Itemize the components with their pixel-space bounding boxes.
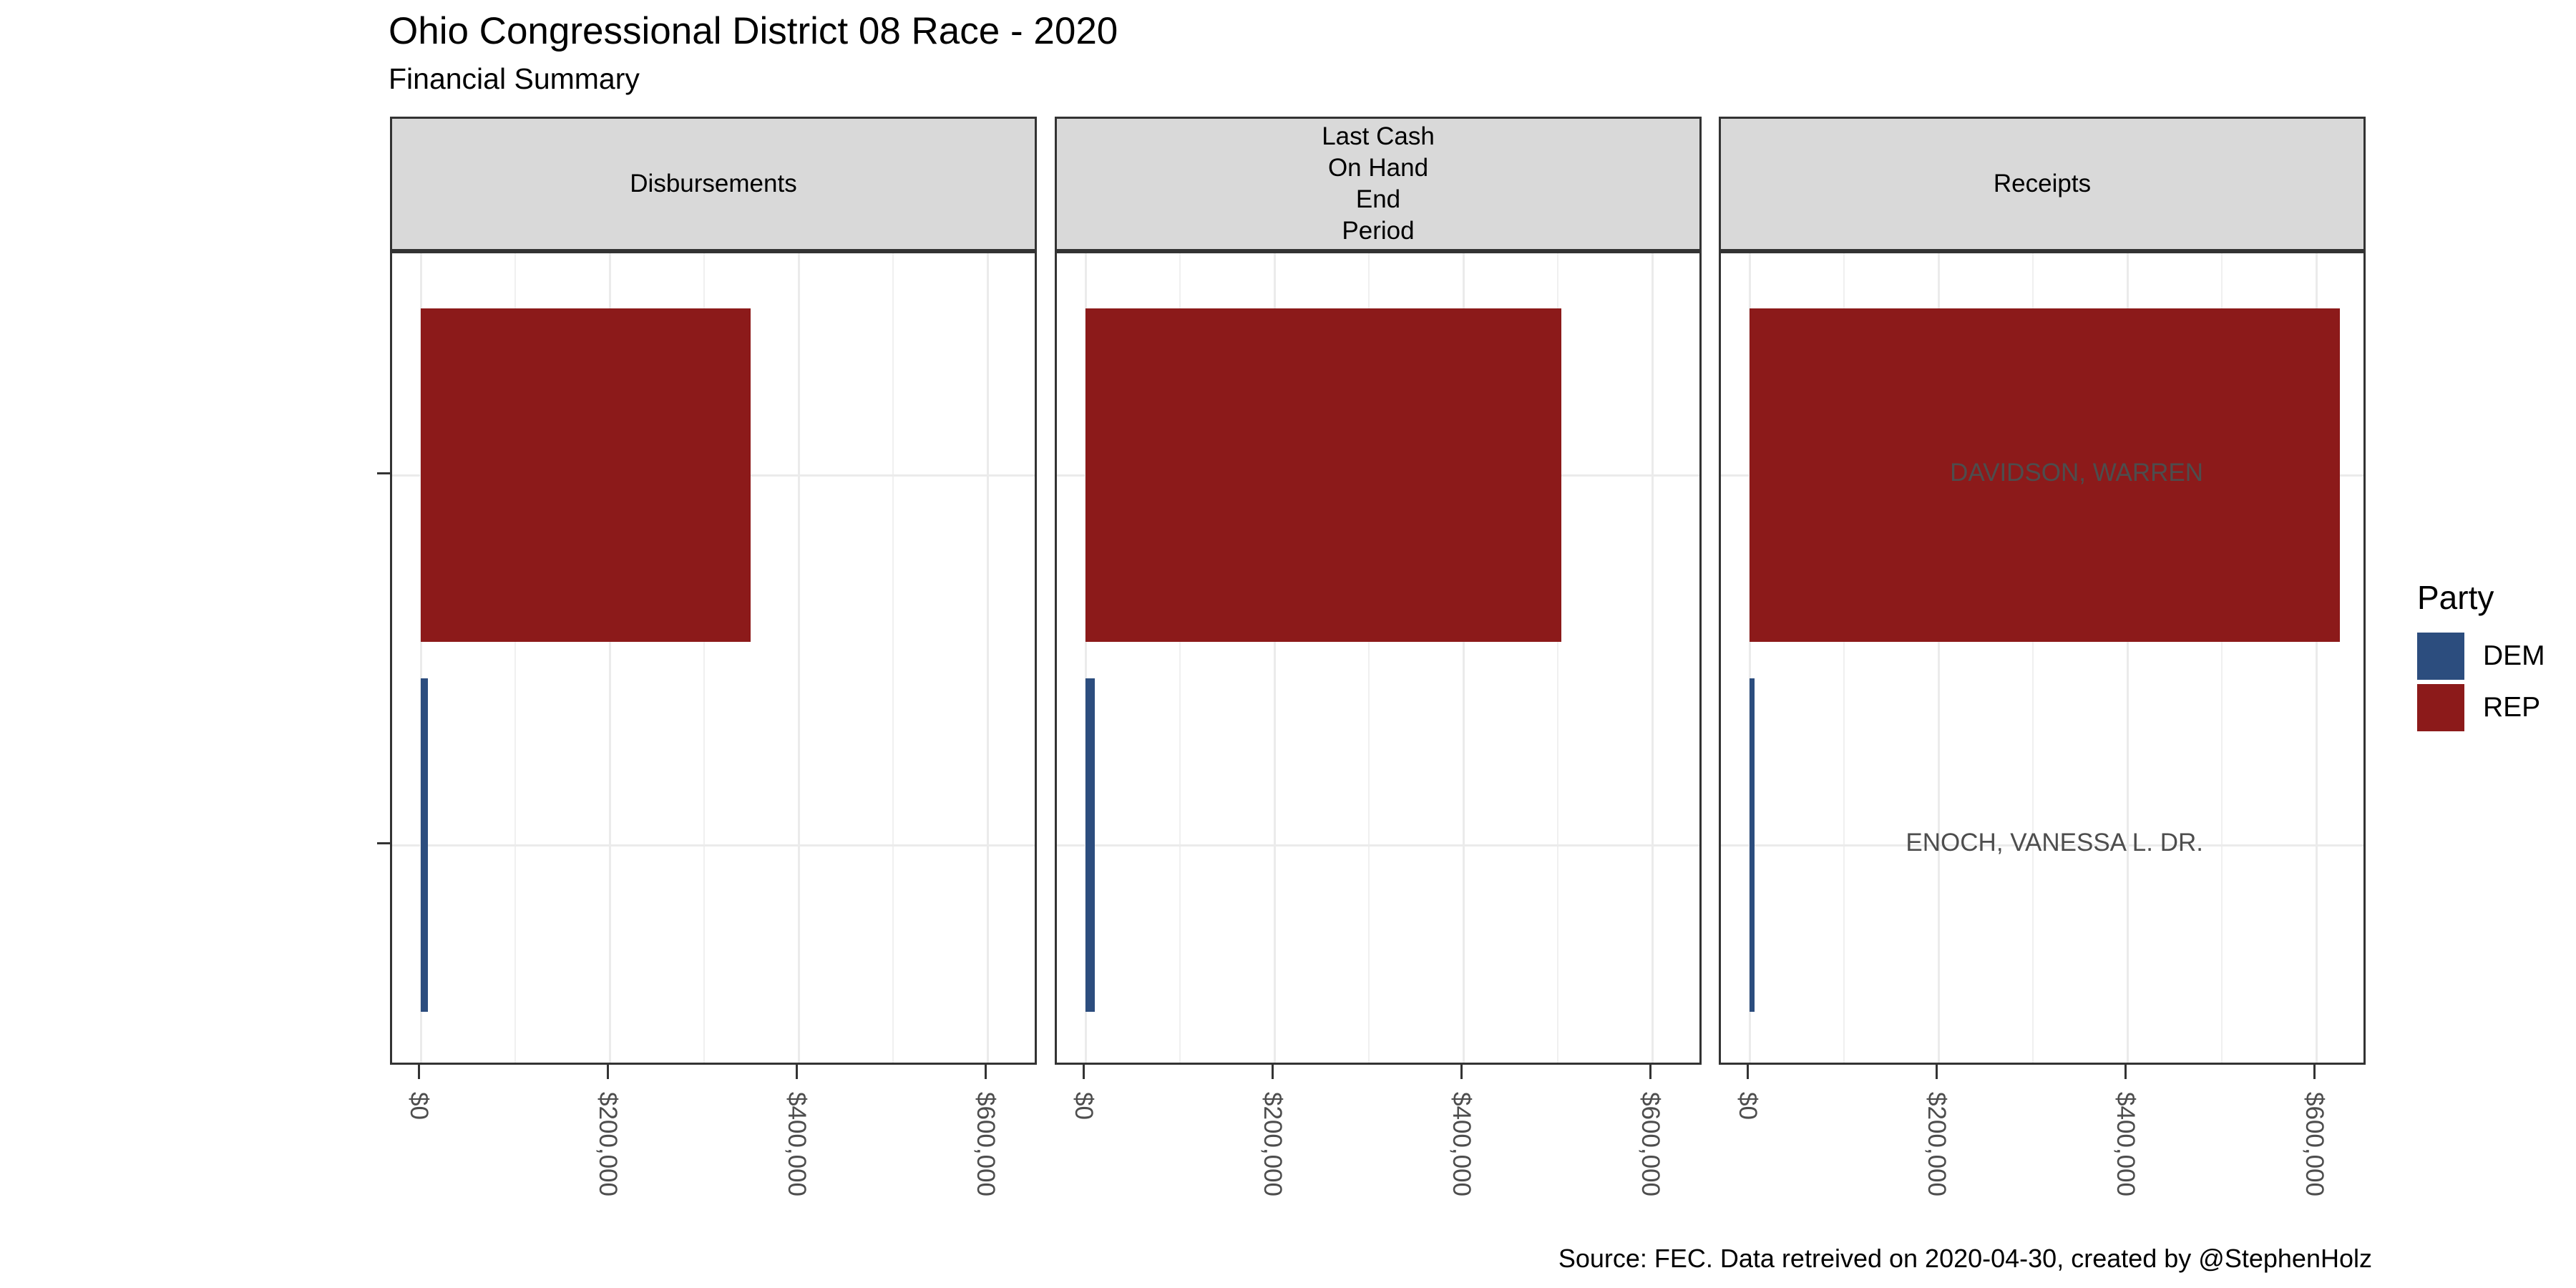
gridline-major (2127, 253, 2129, 1063)
x-axis-tick (607, 1065, 609, 1079)
gridline-major (420, 253, 422, 1063)
x-axis-tick (1747, 1065, 1749, 1079)
facet-panel-2 (1055, 251, 1702, 1065)
x-axis-tick (1460, 1065, 1463, 1079)
x-axis-label: $600,000 (972, 1092, 1000, 1196)
legend-title: Party (2417, 579, 2494, 616)
x-axis-label: $200,000 (594, 1092, 622, 1196)
x-axis-tick (418, 1065, 420, 1079)
x-axis-label: $600,000 (2301, 1092, 2328, 1196)
gridline-major (1274, 253, 1276, 1063)
x-axis-tick (1649, 1065, 1652, 1079)
facet-strip-label: End (1355, 185, 1401, 213)
x-axis-tick (1083, 1065, 1085, 1079)
gridline-minor (892, 253, 894, 1063)
gridline-major (798, 253, 800, 1063)
x-axis-label: $600,000 (1636, 1092, 1664, 1196)
gridline-category (392, 844, 1035, 847)
legend-label-rep: REP (2483, 692, 2541, 723)
gridline-minor (1179, 253, 1181, 1063)
gridline-major (1749, 253, 1751, 1063)
legend-swatch-rep (2417, 684, 2464, 731)
x-axis-tick (1272, 1065, 1274, 1079)
gridline-minor (1368, 253, 1370, 1063)
x-axis-label: $200,000 (1923, 1092, 1951, 1196)
facet-strip-3: Receipts (1719, 117, 2366, 251)
legend-label-dem: DEM (2483, 640, 2545, 671)
chart-caption: Source: FEC. Data retreived on 2020-04-3… (1558, 1244, 2372, 1273)
chart-title: Ohio Congressional District 08 Race - 20… (389, 10, 1118, 52)
facet-strip-label: On Hand (1327, 154, 1429, 182)
facet-strip-1: Disbursements (390, 117, 1037, 251)
gridline-major (1085, 253, 1087, 1063)
gridline-minor (2221, 253, 2223, 1063)
facet-panel-3 (1719, 251, 2366, 1065)
bar-dem-facet2 (1085, 678, 1095, 1012)
x-axis-tick (2124, 1065, 2127, 1079)
gridline-category (1057, 844, 1699, 847)
facet-panel-1 (390, 251, 1037, 1065)
gridline-major (1938, 253, 1940, 1063)
y-axis-tick (377, 842, 390, 844)
bar-rep-facet1 (421, 308, 751, 642)
facet-strip-2: Last Cash On Hand End Period (1055, 117, 1702, 251)
x-axis-tick (796, 1065, 798, 1079)
gridline-minor (2032, 253, 2034, 1063)
gridline-minor (1557, 253, 1558, 1063)
gridline-major (987, 253, 989, 1063)
x-axis-tick (2313, 1065, 2316, 1079)
gridline-major (609, 253, 611, 1063)
facet-strip-label: Period (1342, 217, 1415, 245)
x-axis-label: $0 (405, 1092, 433, 1120)
gridline-minor (1843, 253, 1845, 1063)
bar-dem-facet1 (421, 678, 428, 1012)
x-axis-tick (985, 1065, 987, 1079)
gridline-major (1652, 253, 1654, 1063)
bar-rep-facet3 (1750, 308, 2340, 642)
x-axis-tick (1936, 1065, 1938, 1079)
facet-strip-label: Last Cash (1322, 122, 1435, 150)
gridline-minor (514, 253, 516, 1063)
y-axis-tick (377, 472, 390, 474)
x-axis-label: $0 (1070, 1092, 1098, 1120)
gridline-major (1463, 253, 1465, 1063)
y-axis-label-candidate: DAVIDSON, WARREN (1950, 459, 2203, 487)
chart-subtitle: Financial Summary (389, 62, 640, 95)
legend-swatch-dem (2417, 633, 2464, 680)
gridline-major (2316, 253, 2318, 1063)
facet-strip-label: Disbursements (630, 170, 797, 197)
y-axis-label-candidate: ENOCH, VANESSA L. DR. (1906, 829, 2203, 857)
x-axis-label: $400,000 (1448, 1092, 1475, 1196)
bar-dem-facet3 (1750, 678, 1755, 1012)
facet-strip-label: Receipts (1993, 170, 2092, 197)
x-axis-label: $400,000 (783, 1092, 811, 1196)
x-axis-label: $0 (1734, 1092, 1762, 1120)
x-axis-label: $400,000 (2112, 1092, 2140, 1196)
x-axis-label: $200,000 (1259, 1092, 1287, 1196)
bar-rep-facet2 (1085, 308, 1561, 642)
gridline-category (1721, 844, 2363, 847)
gridline-minor (703, 253, 705, 1063)
